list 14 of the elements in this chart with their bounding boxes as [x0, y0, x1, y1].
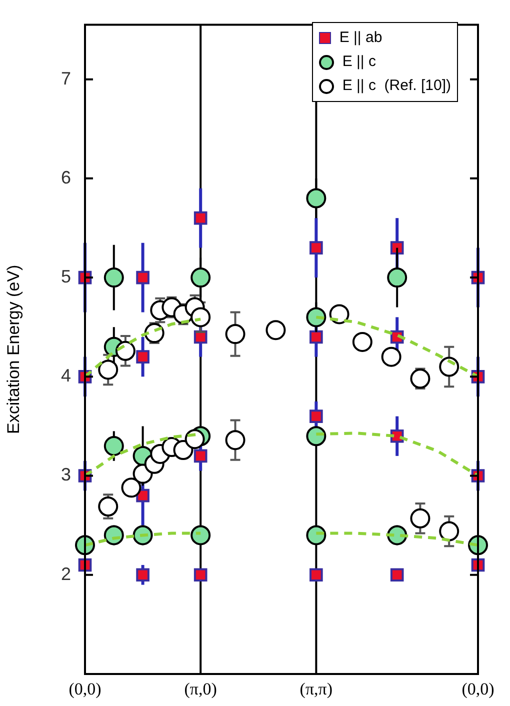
y-axis-title: Excitation Energy (eV)	[4, 264, 23, 434]
y-tick-label: 4	[60, 366, 71, 386]
y-tick-label: 2	[60, 564, 71, 584]
y-tick-label: 7	[60, 68, 71, 88]
x-tick-label: (π,0)	[184, 680, 217, 699]
y-tick-label: 3	[60, 464, 71, 485]
x-tick-label: (0,0)	[68, 680, 102, 699]
legend-label: E || ab	[339, 28, 382, 48]
y-tick-label: 6	[60, 167, 71, 188]
x-tick-label: (0,0)	[462, 680, 494, 699]
y-tick-label: 5	[60, 266, 71, 287]
x-tick-label: (π,π)	[300, 680, 333, 699]
legend-label: E || c (Ref. [10])	[342, 76, 451, 96]
legend-label: E || c	[342, 52, 376, 72]
